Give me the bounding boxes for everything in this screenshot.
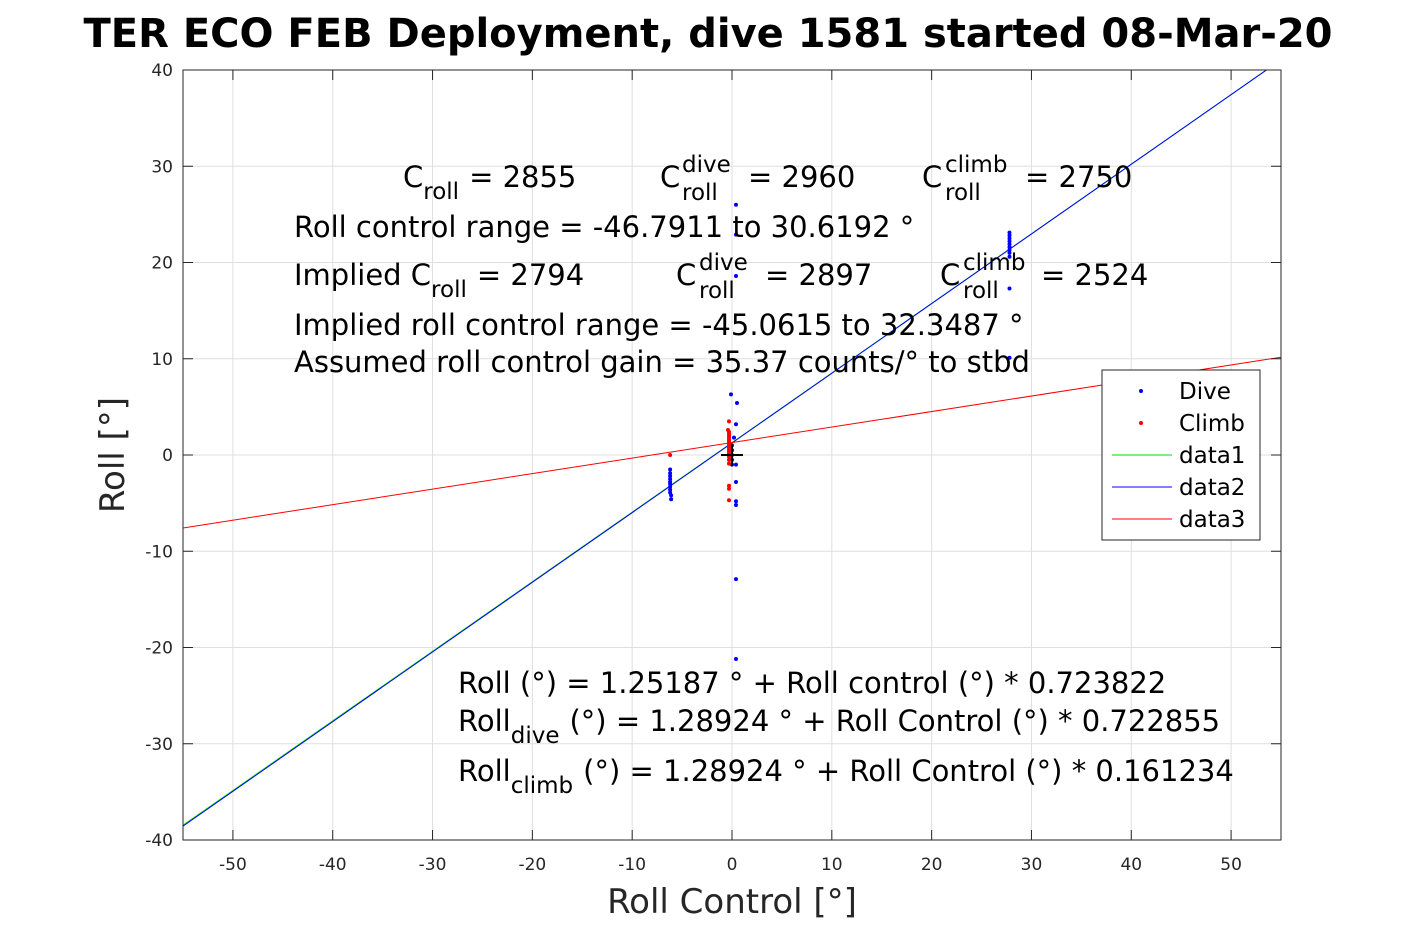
point-dive — [668, 474, 673, 479]
annotation-fit-climb: Rollclimb (°) = 1.28924 ° + Roll Control … — [458, 754, 1234, 799]
point-dive — [669, 497, 674, 502]
point-dive — [733, 577, 738, 582]
annotation-implied-c-roll: Implied Croll = 2794 — [294, 258, 584, 303]
x-axis-ticks: -50 -40 -30 -20 -10 0 10 20 30 40 50 — [219, 70, 1242, 875]
point-dive — [733, 503, 738, 508]
point-climb — [727, 461, 732, 466]
point-dive — [668, 477, 673, 482]
annotation-gain: Assumed roll control gain = 35.37 counts… — [294, 345, 1030, 379]
legend-marker-climb — [1139, 421, 1143, 425]
annotation-c-roll-dive: Cdive roll = 2960 — [660, 152, 855, 206]
point-dive — [733, 273, 738, 278]
point-dive — [731, 435, 736, 440]
point-dive — [1007, 239, 1012, 244]
legend-label-climb: Climb — [1179, 411, 1245, 437]
point-dive — [669, 493, 674, 498]
x-tick-label: 10 — [821, 855, 843, 875]
point-climb — [668, 453, 673, 457]
legend-label-dive: Dive — [1179, 379, 1231, 405]
point-dive — [733, 499, 738, 504]
point-climb — [727, 486, 732, 491]
point-dive — [1007, 286, 1012, 291]
point-climb — [727, 457, 732, 462]
legend-label-data1: data1 — [1179, 443, 1245, 469]
y-tick-label: -40 — [145, 831, 173, 851]
point-dive — [1007, 250, 1012, 255]
point-dive — [668, 471, 673, 476]
point-dive — [1007, 242, 1012, 247]
x-tick-label: -30 — [419, 855, 447, 875]
point-dive — [1007, 254, 1012, 259]
point-dive — [1007, 230, 1012, 235]
annotation-c-roll: Croll = 2855 — [403, 160, 576, 205]
legend: Dive Climb data1 data2 data3 — [1101, 369, 1261, 541]
point-dive — [733, 479, 738, 484]
point-dive — [1007, 245, 1012, 250]
y-tick-label: 40 — [151, 61, 173, 81]
point-dive — [668, 481, 673, 486]
legend-label-data3: data3 — [1179, 507, 1245, 533]
point-dive — [1007, 355, 1012, 360]
y-tick-label: 30 — [151, 157, 173, 177]
y-tick-label: -10 — [145, 542, 173, 562]
y-tick-label: 0 — [162, 446, 173, 466]
x-tick-label: 30 — [1021, 855, 1043, 875]
point-dive — [668, 484, 673, 489]
y-tick-label: -30 — [145, 735, 173, 755]
x-tick-label: -40 — [319, 855, 347, 875]
point-dive — [1007, 236, 1012, 241]
y-tick-label: -20 — [145, 639, 173, 659]
x-tick-label: -10 — [618, 855, 646, 875]
x-tick-label: -50 — [219, 855, 247, 875]
y-tick-label: 10 — [151, 350, 173, 370]
x-tick-label: 40 — [1120, 855, 1142, 875]
point-dive — [668, 487, 673, 492]
annotation-fit-dive: Rolldive (°) = 1.28924 ° + Roll Control (… — [458, 704, 1220, 749]
point-climb — [727, 483, 732, 488]
fit-lines — [183, 70, 1281, 827]
legend-marker-dive — [1139, 389, 1143, 393]
x-tick-label: 50 — [1220, 855, 1242, 875]
annotation-implied-range: Implied roll control range = -45.0615 to… — [294, 308, 1024, 342]
point-climb — [727, 498, 732, 503]
chart-title: TER ECO FEB Deployment, dive 1581 starte… — [83, 11, 1332, 57]
origin-marker — [721, 444, 743, 466]
x-tick-label: -20 — [518, 855, 546, 875]
annotation-fit: Roll (°) = 1.25187 ° + Roll control (°) … — [458, 666, 1166, 700]
x-tick-label: 20 — [921, 855, 943, 875]
point-climb — [727, 419, 732, 424]
y-axis-label: Roll [°] — [93, 397, 133, 513]
y-axis-ticks: -40 -30 -20 -10 0 10 20 30 40 — [145, 61, 1281, 851]
legend-label-data2: data2 — [1179, 475, 1245, 501]
point-dive — [668, 467, 673, 472]
point-dive — [729, 392, 734, 397]
point-dive — [733, 462, 738, 467]
y-tick-label: 20 — [151, 254, 173, 274]
point-dive — [733, 422, 738, 427]
point-dive — [734, 401, 739, 406]
annotation-range: Roll control range = -46.7911 to 30.6192… — [294, 210, 914, 244]
point-dive — [1007, 247, 1012, 252]
point-dive — [733, 202, 738, 207]
point-dive — [733, 657, 738, 662]
x-tick-label: 0 — [727, 855, 738, 875]
point-dive — [733, 232, 738, 237]
series-line-data3 — [183, 356, 1281, 529]
point-dive — [1007, 233, 1012, 238]
x-axis-label: Roll Control [°] — [607, 882, 857, 922]
